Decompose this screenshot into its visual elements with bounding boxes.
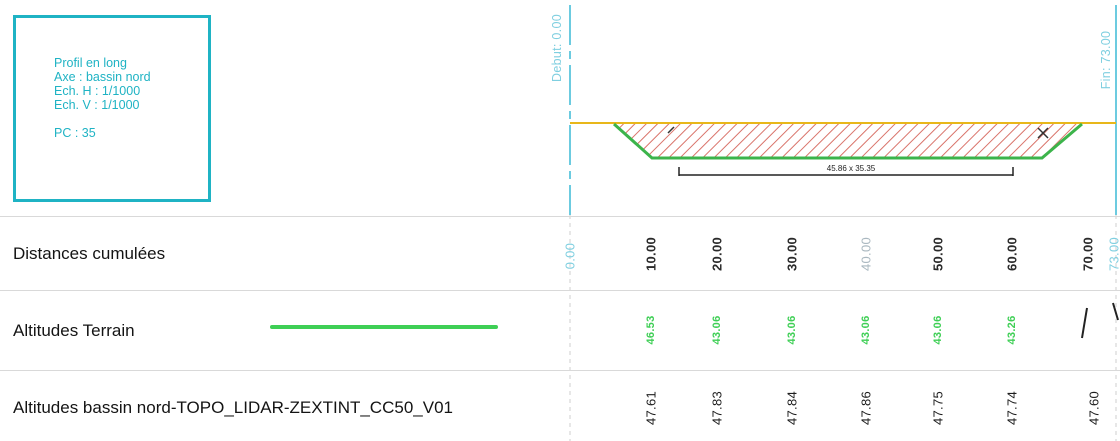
row-separator	[0, 290, 1120, 291]
cartouche-title: Profil en long	[54, 56, 127, 70]
bassin-outline	[612, 122, 1083, 160]
terrain-altitude-value: 43.06	[932, 315, 944, 345]
distances-row-label: Distances cumulées	[13, 244, 166, 263]
terrain-altitude-value: 43.06	[786, 315, 798, 345]
cartouche-scale-h: Ech. H : 1/1000	[54, 84, 141, 98]
dimension-label: 45.86 x 35.35	[827, 164, 876, 173]
terrain-altitude-value: 43.06	[860, 315, 872, 345]
terrain-legend-line	[270, 325, 498, 329]
cartouche-scale-v: Ech. V : 1/1000	[54, 98, 140, 112]
bassin-altitude-value: 47.61	[643, 390, 659, 426]
distance-value: 60.00	[1004, 236, 1020, 272]
bassin-hatch	[614, 124, 1082, 158]
bassin-altitude-value: 47.86	[858, 390, 874, 426]
row-separator	[0, 216, 1120, 217]
distance-value: 73.00	[1106, 236, 1120, 272]
end-label: Fin: 73.00	[1099, 30, 1113, 90]
terrain-altitude-value: 43.26	[1006, 315, 1018, 345]
distance-value: 0.00	[562, 242, 578, 270]
cartouche-axis: Axe : bassin nord	[54, 70, 151, 84]
distance-value: 20.00	[709, 236, 725, 272]
bassin-altitude-value: 47.75	[930, 390, 946, 426]
cartouche: Profil en long Axe : bassin nord Ech. H …	[13, 15, 211, 202]
distance-value: 30.00	[784, 236, 800, 272]
distance-value: 10.00	[643, 236, 659, 272]
row-separator	[0, 370, 1120, 371]
bassin-altitude-value: 47.74	[1004, 390, 1020, 426]
start-label: Debut: 0.00	[550, 14, 564, 82]
terrain-altitude-value: 46.53	[645, 315, 657, 345]
left-tick	[667, 126, 675, 134]
bassin-altitude-value: 47.60	[1086, 390, 1102, 426]
distance-guides	[569, 215, 1117, 441]
distance-value: 40.00	[858, 236, 874, 272]
right-tick-b	[1037, 127, 1049, 139]
bassin-altitude-value: 47.84	[784, 390, 800, 426]
terrain-slash-a	[1081, 307, 1088, 339]
terrain-altitude-value: 43.06	[711, 315, 723, 345]
bassin-altitude-value: 47.83	[709, 390, 725, 426]
distance-value: 50.00	[930, 236, 946, 272]
cartouche-pc: PC : 35	[54, 126, 96, 140]
bassin-row-label: Altitudes bassin nord-TOPO_LIDAR-ZEXTINT…	[13, 398, 453, 417]
terrain-slash-b	[1112, 302, 1119, 321]
distance-value: 70.00	[1080, 236, 1096, 272]
terrain-row-label: Altitudes Terrain	[13, 321, 135, 340]
